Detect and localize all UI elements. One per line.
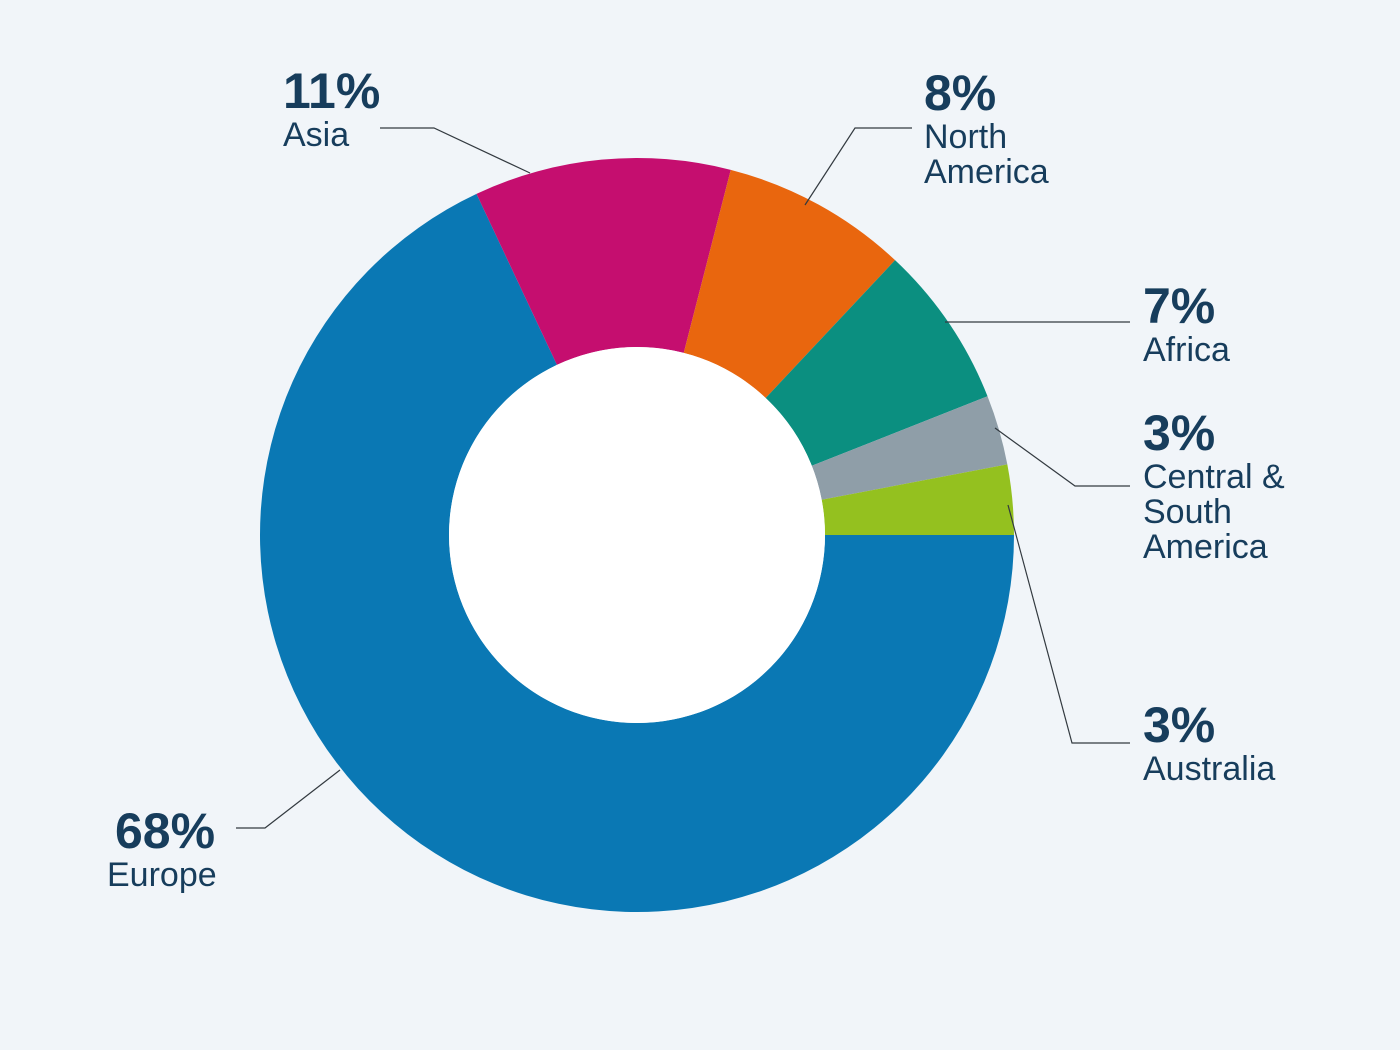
slice-australia — [821, 464, 1014, 535]
category-label-central-south-america: America — [1143, 528, 1268, 566]
data-label-percent-europe: 68% — [115, 803, 215, 859]
category-label-north-america: America — [924, 153, 1049, 191]
category-label-central-south-america: Central & — [1143, 458, 1285, 496]
data-label-percent-central-south-america: 3% — [1143, 405, 1215, 461]
leader-line-central-south-america — [994, 427, 1130, 487]
category-label-asia: Asia — [283, 116, 349, 154]
slice-africa — [765, 260, 988, 466]
slice-asia — [476, 158, 731, 365]
slice-central-south-america — [811, 396, 1008, 500]
data-label-percent-africa: 7% — [1143, 278, 1215, 334]
leader-line-europe — [236, 769, 341, 829]
slices-group — [259, 158, 1014, 912]
data-label-percent-north-america: 8% — [924, 65, 996, 121]
data-label-percent-australia: 3% — [1143, 697, 1215, 753]
leader-lines-group — [236, 127, 1130, 829]
leader-line-north-america — [804, 127, 912, 206]
category-label-north-america: North — [924, 118, 1007, 156]
slice-europe — [259, 193, 1014, 912]
leader-line-asia — [380, 127, 531, 174]
labels-group: 68%Europe11%Asia8%NorthAmerica7%Africa3%… — [107, 63, 1285, 894]
donut-hole — [449, 347, 825, 723]
category-label-australia: Australia — [1143, 750, 1275, 788]
category-label-europe: Europe — [107, 856, 217, 894]
leader-line-australia — [1007, 504, 1130, 744]
data-label-percent-asia: 11% — [283, 63, 380, 119]
slice-north-america — [683, 169, 896, 398]
category-label-africa: Africa — [1143, 331, 1230, 369]
category-label-central-south-america: South — [1143, 493, 1232, 531]
